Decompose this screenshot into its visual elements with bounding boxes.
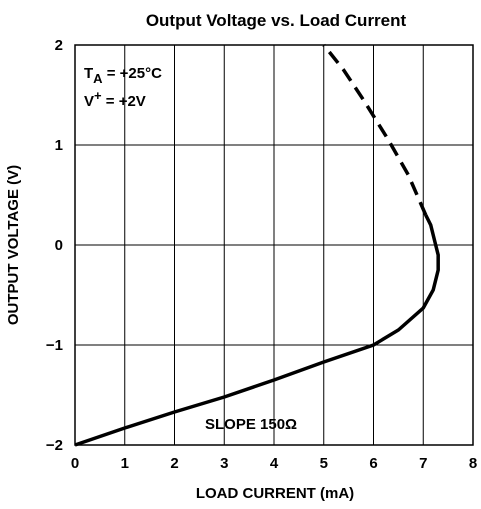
x-tick-label: 8 (469, 455, 477, 472)
y-tick-label: 2 (55, 37, 63, 54)
y-axis-label: OUTPUT VOLTAGE (V) (5, 165, 22, 325)
annotation-part: V (84, 93, 94, 110)
annotation-part: = +2V (102, 93, 146, 110)
annotation-part: + (94, 88, 102, 103)
annotation: SLOPE 150Ω (205, 416, 297, 433)
y-tick-label: −1 (46, 337, 63, 354)
annotation-part: SLOPE 150Ω (205, 416, 297, 433)
annotation-part: T (84, 65, 93, 82)
x-tick-label: 5 (320, 455, 328, 472)
y-tick-label: −2 (46, 437, 63, 454)
x-tick-label: 1 (121, 455, 129, 472)
x-tick-label: 0 (71, 455, 79, 472)
x-tick-label: 2 (170, 455, 178, 472)
line (74, 214, 440, 447)
x-axis-label: LOAD CURRENT (mA) (196, 485, 354, 502)
annotation-part: A (93, 71, 103, 86)
annotation-part: = +25°C (103, 65, 163, 82)
y-tick-label: 1 (55, 137, 63, 154)
x-tick-label: 4 (270, 455, 279, 472)
y-tick-label: 0 (55, 237, 63, 254)
line (322, 43, 428, 216)
x-tick-label: 6 (369, 455, 377, 472)
annotation: TA = +25°C (84, 65, 162, 86)
x-tick-label: 7 (419, 455, 427, 472)
plot-frame (74, 44, 474, 446)
chart-title: Output Voltage vs. Load Current (146, 11, 407, 30)
x-tick-label: 3 (220, 455, 228, 472)
annotation: V+ = +2V (84, 88, 146, 110)
